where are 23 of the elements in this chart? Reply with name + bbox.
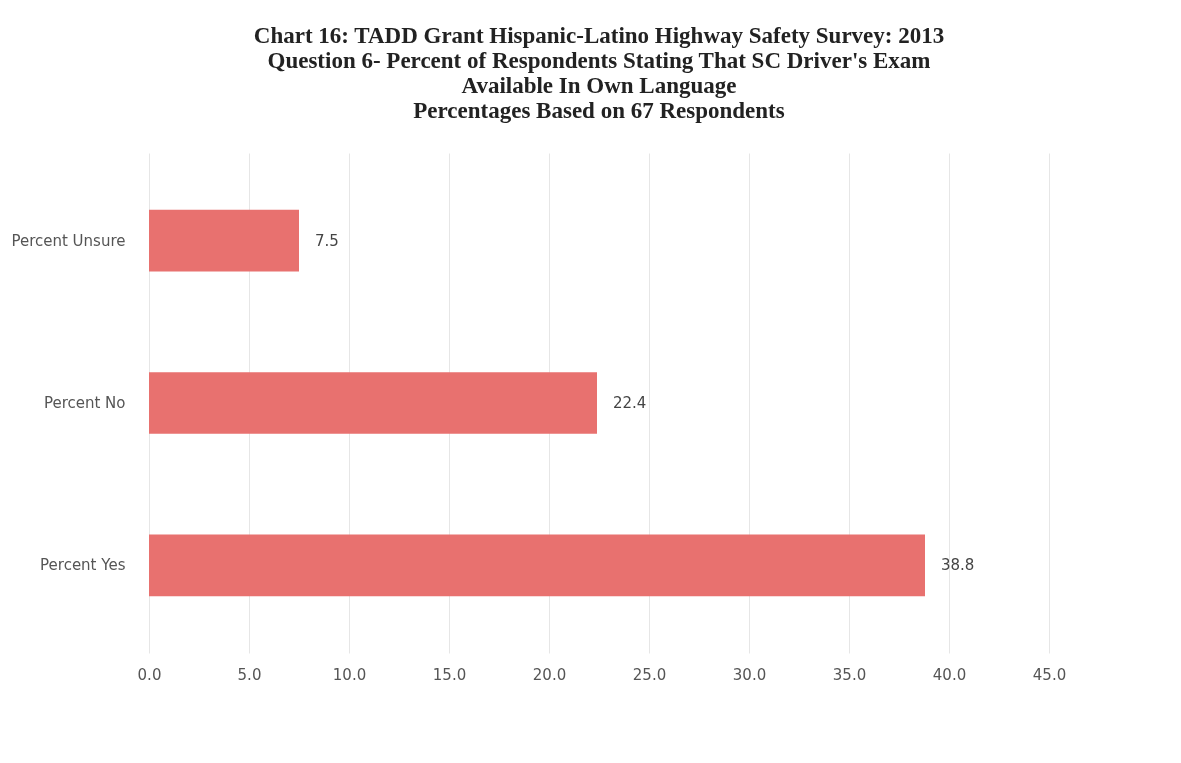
bar xyxy=(149,534,925,597)
text: Chart 16: TADD Grant Hispanic-Latino Highway Safety Survey: 2013 xyxy=(253,23,945,48)
text: Percentages Based on 67 Respondents xyxy=(413,98,785,123)
data-label: 22.4 xyxy=(613,394,647,412)
y-tick-label: Percent Yes xyxy=(40,556,126,575)
y-tick-label: Percent No xyxy=(43,394,126,412)
x-tick-label: 10.0 xyxy=(332,665,367,684)
x-tick-label: 15.0 xyxy=(432,665,467,684)
x-tick-label: 40.0 xyxy=(932,665,967,684)
bar xyxy=(149,372,597,434)
x-tick-label: 30.0 xyxy=(732,665,767,684)
text: Question 6- Percent of Respondents Stating That SC Driver's Exam xyxy=(267,48,931,73)
x-tick-label: 45.0 xyxy=(1032,665,1067,684)
data-label: 7.5 xyxy=(315,231,339,250)
x-tick-label: 20.0 xyxy=(532,665,567,684)
bar xyxy=(149,209,299,272)
x-tick-label: 25.0 xyxy=(632,665,667,684)
text: Available In Own Language xyxy=(461,73,737,98)
y-tick-label: Percent Unsure xyxy=(11,231,126,250)
x-tick-label: 5.0 xyxy=(237,665,262,684)
data-label: 38.8 xyxy=(941,556,975,575)
x-tick-label: 35.0 xyxy=(832,665,867,684)
x-tick-label: 0.0 xyxy=(137,665,162,684)
